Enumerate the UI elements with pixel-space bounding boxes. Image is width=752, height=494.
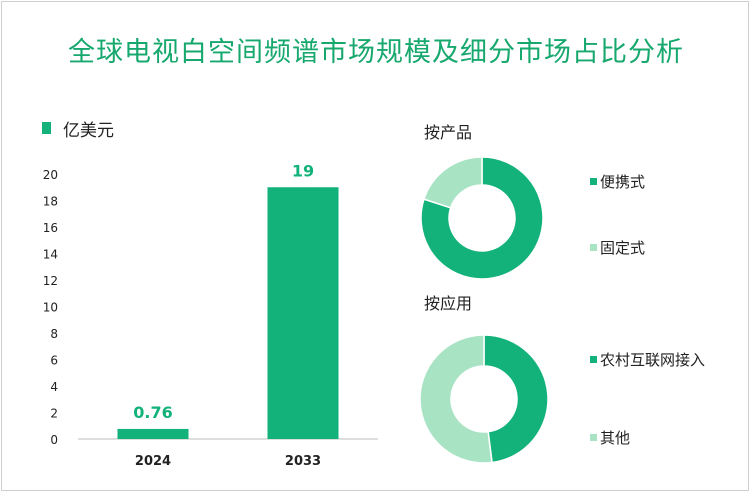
y-tick-label: 2 <box>50 407 58 421</box>
y-tick-label: 10 <box>43 301 58 315</box>
legend-label-rural: 农村互联网接入 <box>600 351 706 369</box>
bar <box>267 187 339 439</box>
donut-product-slice <box>420 156 544 280</box>
legend-dot-other <box>590 434 597 441</box>
bar-value-label: 0.76 <box>133 403 172 422</box>
y-tick-label: 8 <box>50 327 58 341</box>
y-tick-label: 4 <box>50 380 58 394</box>
y-tick-label: 16 <box>43 221 58 235</box>
y-tick-label: 18 <box>43 195 58 209</box>
y-tick-label: 14 <box>43 248 58 262</box>
x-tick-label: 2033 <box>285 454 321 469</box>
donut-application-slice <box>483 334 549 464</box>
chart-title: 全球电视白空间频谱市场规模及细分市场占比分析 <box>68 37 684 68</box>
legend-swatch <box>42 122 51 134</box>
legend-dot-rural <box>590 356 597 363</box>
donut-title-product: 按产品 <box>424 123 473 142</box>
y-tick-label: 12 <box>43 274 58 288</box>
legend-label-fixed: 固定式 <box>600 239 646 257</box>
y-tick-label: 6 <box>50 354 58 368</box>
donut-title-application: 按应用 <box>424 294 473 313</box>
bar-value-label: 19 <box>292 161 314 180</box>
bar <box>117 428 189 439</box>
donut-product-slice <box>423 156 483 209</box>
bar-legend-label: 亿美元 <box>63 121 114 141</box>
y-tick-label: 20 <box>43 168 58 182</box>
legend-dot-portable <box>590 178 597 185</box>
x-tick-label: 2024 <box>135 454 171 469</box>
legend-label-portable: 便携式 <box>600 173 646 191</box>
legend-label-other: 其他 <box>600 429 631 447</box>
legend-dot-fixed <box>590 244 597 251</box>
y-tick-label: 0 <box>50 433 58 447</box>
donut-application-slice <box>419 334 493 464</box>
